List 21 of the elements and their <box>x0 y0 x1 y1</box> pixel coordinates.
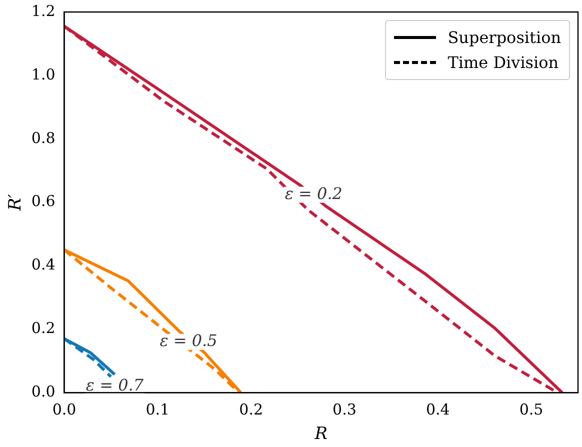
y-tick-label: 0.6 <box>31 192 56 210</box>
x-tick-label: 0.3 <box>332 400 356 418</box>
x-tick-label: 0.5 <box>519 400 544 418</box>
annotation: ε = 0.2 <box>284 184 342 203</box>
y-tick-label: 1.0 <box>31 65 56 84</box>
y-tick-label: 0.2 <box>31 319 56 338</box>
x-tick-label: 0.0 <box>52 400 76 418</box>
y-tick-label: 1.2 <box>31 2 56 20</box>
annotation: ε = 0.7 <box>86 376 144 395</box>
key-box: Superposition Time Division <box>384 20 570 80</box>
annotation: ε = 0.5 <box>160 331 218 350</box>
y-tick-label: 0.0 <box>31 382 56 400</box>
annotation: Time Division <box>448 53 559 72</box>
x-axis-title: R <box>314 424 328 444</box>
x-tick-label: 0.1 <box>146 400 170 418</box>
y-tick-label: 0.4 <box>31 256 56 274</box>
y-tick-label: 0.8 <box>31 128 56 147</box>
x-tick-label: 0.2 <box>239 400 263 418</box>
y-axis-title: R′ <box>6 194 26 212</box>
annotation: Superposition <box>448 28 561 47</box>
x-tick-label: 0.4 <box>426 400 450 418</box>
